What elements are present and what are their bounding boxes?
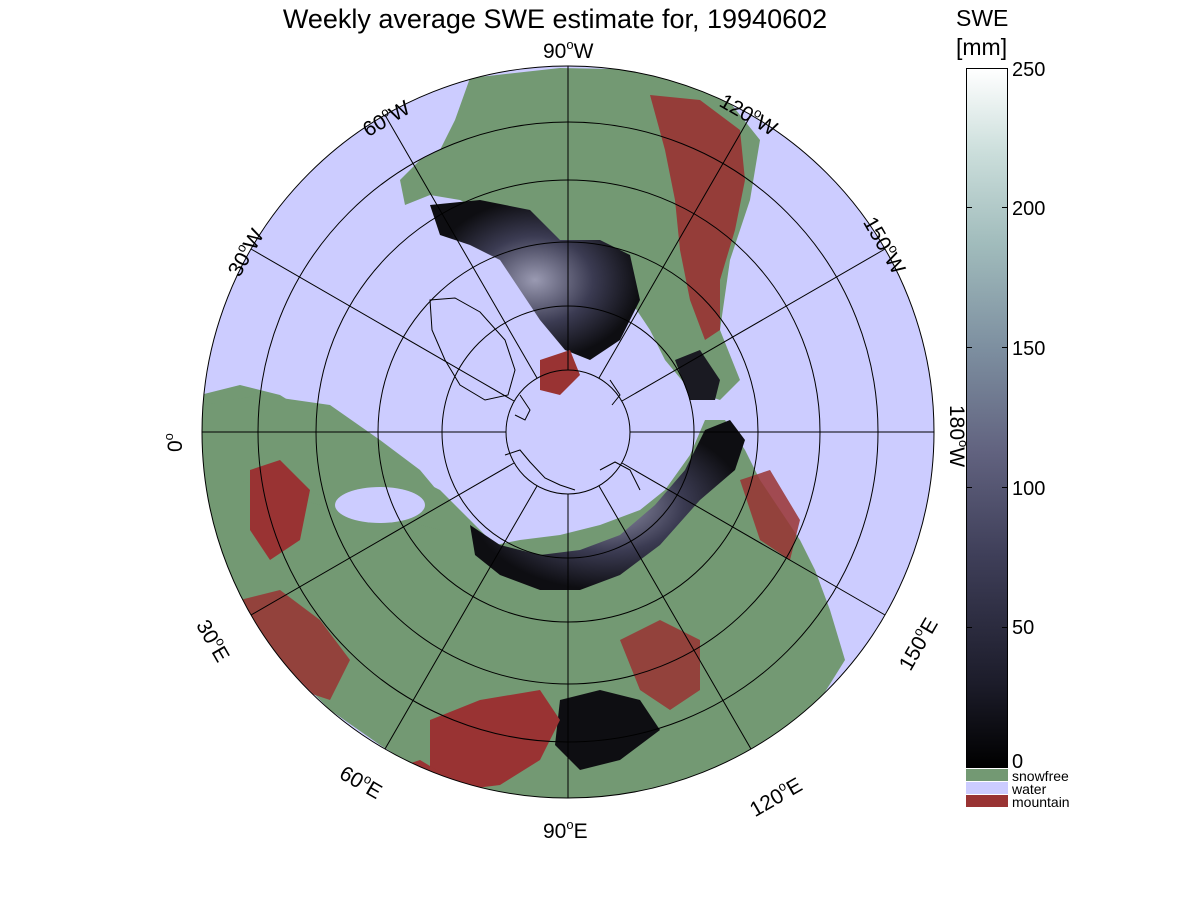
colorbar-tick-label: 50 xyxy=(1012,617,1035,639)
legend-label-snowfree: snowfree xyxy=(1012,768,1069,784)
mountain-chukotka xyxy=(740,470,800,560)
mountain-europe xyxy=(240,590,350,700)
legend-swatch-snowfree xyxy=(966,769,1008,781)
greenland-outline xyxy=(429,297,516,401)
snow-north-america xyxy=(430,200,640,360)
legend-swatch-water xyxy=(966,782,1008,794)
colorbar-title-line1: SWE xyxy=(956,5,1009,31)
colorbar-tick-label: 200 xyxy=(1012,198,1046,220)
colorbar xyxy=(966,68,1008,768)
figure-title: Weekly average SWE estimate for, 1994060… xyxy=(282,4,828,34)
legend-swatch-mountain xyxy=(966,795,1008,807)
meridians xyxy=(202,66,934,798)
colorbar-tick-label: 150 xyxy=(1012,338,1046,360)
legend-label-mountain: mountain xyxy=(1012,794,1070,810)
colorbar-tick-label: 0 xyxy=(1012,751,1024,773)
inland-water xyxy=(335,487,425,523)
mountain-ellesmere xyxy=(540,350,580,395)
mountain-rockies xyxy=(650,95,745,340)
snow-siberia xyxy=(470,420,745,590)
colorbar-tick-label: 250 xyxy=(1012,59,1046,81)
mountain-central-asia xyxy=(430,690,560,790)
mountain-scandinavia xyxy=(250,460,310,560)
arctic-coastlines xyxy=(504,379,641,491)
lon-label-0: 0o xyxy=(161,433,187,452)
colorbar-tick-label: 100 xyxy=(1012,478,1046,500)
lon-label-90w: 90oW xyxy=(543,37,594,63)
colorbar-title-line2: [mm] xyxy=(956,34,1008,60)
mountain-east-asia xyxy=(620,620,700,710)
snow-asia-mountains xyxy=(555,690,660,770)
lon-label-90e: 90oE xyxy=(543,817,588,843)
colorbar-title: SWE [mm] xyxy=(956,4,1008,62)
legend-label-water: water xyxy=(1012,781,1047,797)
